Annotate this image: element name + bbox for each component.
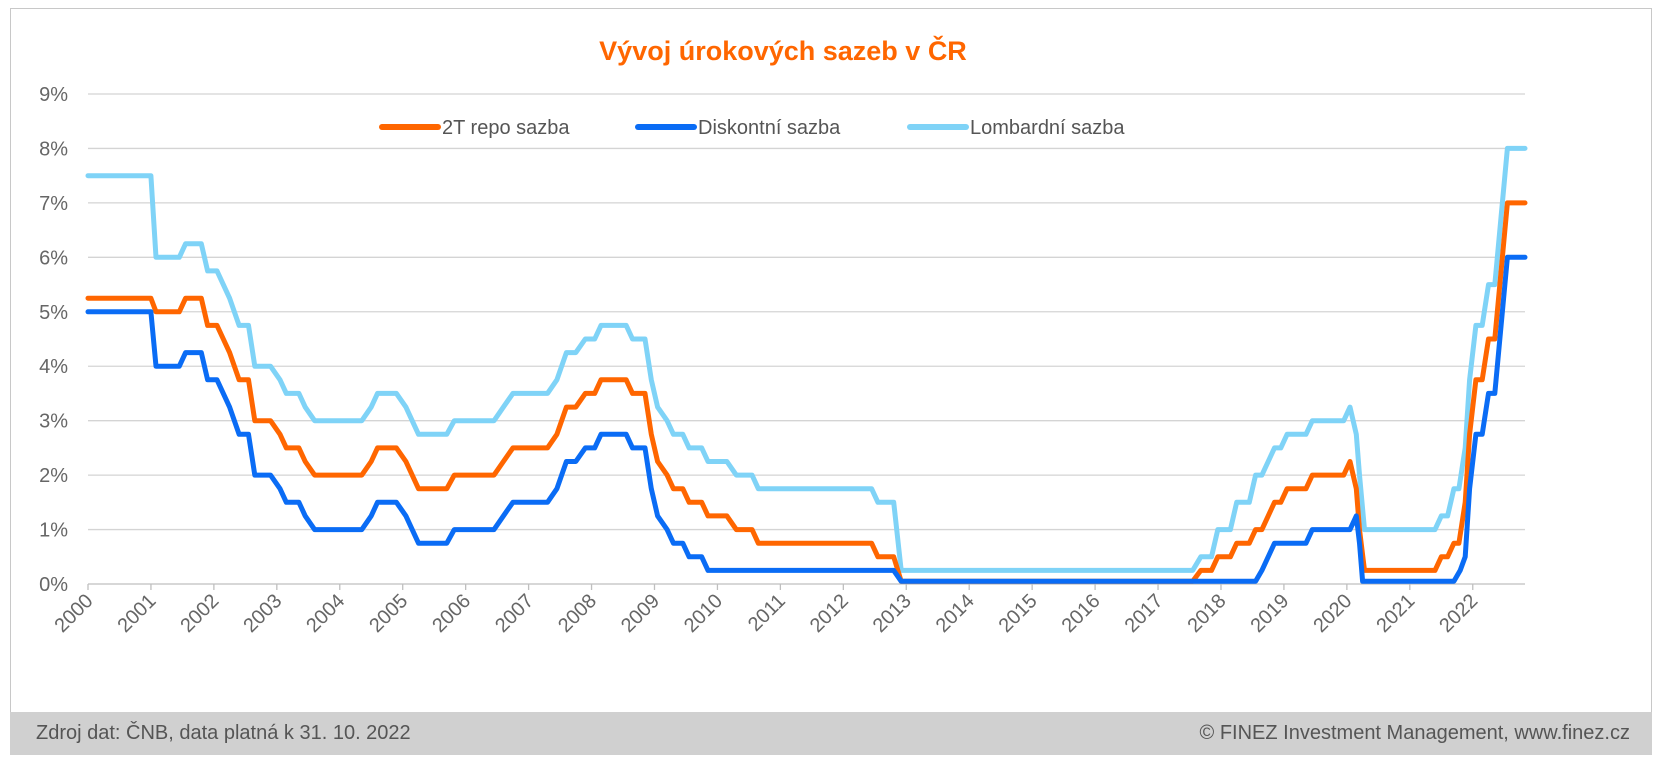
x-tick-label: 2020 <box>1309 590 1356 637</box>
x-tick-label: 2021 <box>1372 590 1419 637</box>
y-tick-label: 9% <box>39 84 68 106</box>
x-tick-label: 2017 <box>1121 590 1168 637</box>
legend-label: Lombardní sazba <box>970 117 1125 139</box>
x-tick-label: 2000 <box>51 590 98 637</box>
x-tick-label: 2007 <box>491 590 538 637</box>
legend-label: 2T repo sazba <box>442 117 570 139</box>
y-tick-label: 6% <box>39 247 68 269</box>
x-tick-label: 2008 <box>554 590 601 637</box>
series-lines <box>85 145 1528 584</box>
y-tick-label: 2% <box>39 465 68 487</box>
x-tick-label: 2001 <box>113 590 160 637</box>
x-tick-label: 2003 <box>239 590 286 637</box>
x-tick-label: 2013 <box>869 590 916 637</box>
x-tick-label: 2011 <box>744 590 790 636</box>
y-tick-label: 3% <box>39 411 68 433</box>
x-tick-label: 2002 <box>176 590 223 637</box>
x-tick-label: 2016 <box>1058 590 1105 637</box>
y-tick-label: 7% <box>39 193 68 215</box>
chart-frame <box>10 8 1652 755</box>
y-tick-label: 4% <box>39 356 68 378</box>
series-line-2 <box>85 145 1528 573</box>
x-tick-label: 2012 <box>806 590 853 637</box>
x-tick-label: 2018 <box>1183 590 1230 637</box>
x-tick-label: 2015 <box>995 590 1042 637</box>
series-line-1 <box>85 254 1528 584</box>
y-tick-label: 5% <box>39 302 68 324</box>
x-tick-label: 2005 <box>365 590 412 637</box>
y-tick-label: 1% <box>39 520 68 542</box>
x-tick-label: 2004 <box>302 590 349 637</box>
footer-bar: Zdroj dat: ČNB, data platná k 31. 10. 20… <box>10 712 1652 755</box>
y-tick-label: 0% <box>39 574 68 596</box>
x-tick-label: 2019 <box>1246 590 1293 637</box>
x-tick-label: 2010 <box>680 590 727 637</box>
x-tick-label: 2022 <box>1435 590 1482 637</box>
y-tick-label: 8% <box>39 138 68 160</box>
legend: 2T repo sazba Diskontní sazba Lombardní sa… <box>379 117 1125 139</box>
chart-title: Vývoj úrokových sazeb v ČR <box>599 35 967 66</box>
legend-label: Diskontní sazba <box>698 117 841 139</box>
copyright-note: © FINEZ Investment Management, www.finez… <box>1199 722 1630 744</box>
series-line-0 <box>85 200 1528 584</box>
x-tick-label: 2014 <box>932 590 979 637</box>
x-tick-label: 2009 <box>617 590 664 637</box>
data-source-note: Zdroj dat: ČNB, data platná k 31. 10. 20… <box>36 722 411 744</box>
x-tick-label: 2006 <box>428 590 475 637</box>
